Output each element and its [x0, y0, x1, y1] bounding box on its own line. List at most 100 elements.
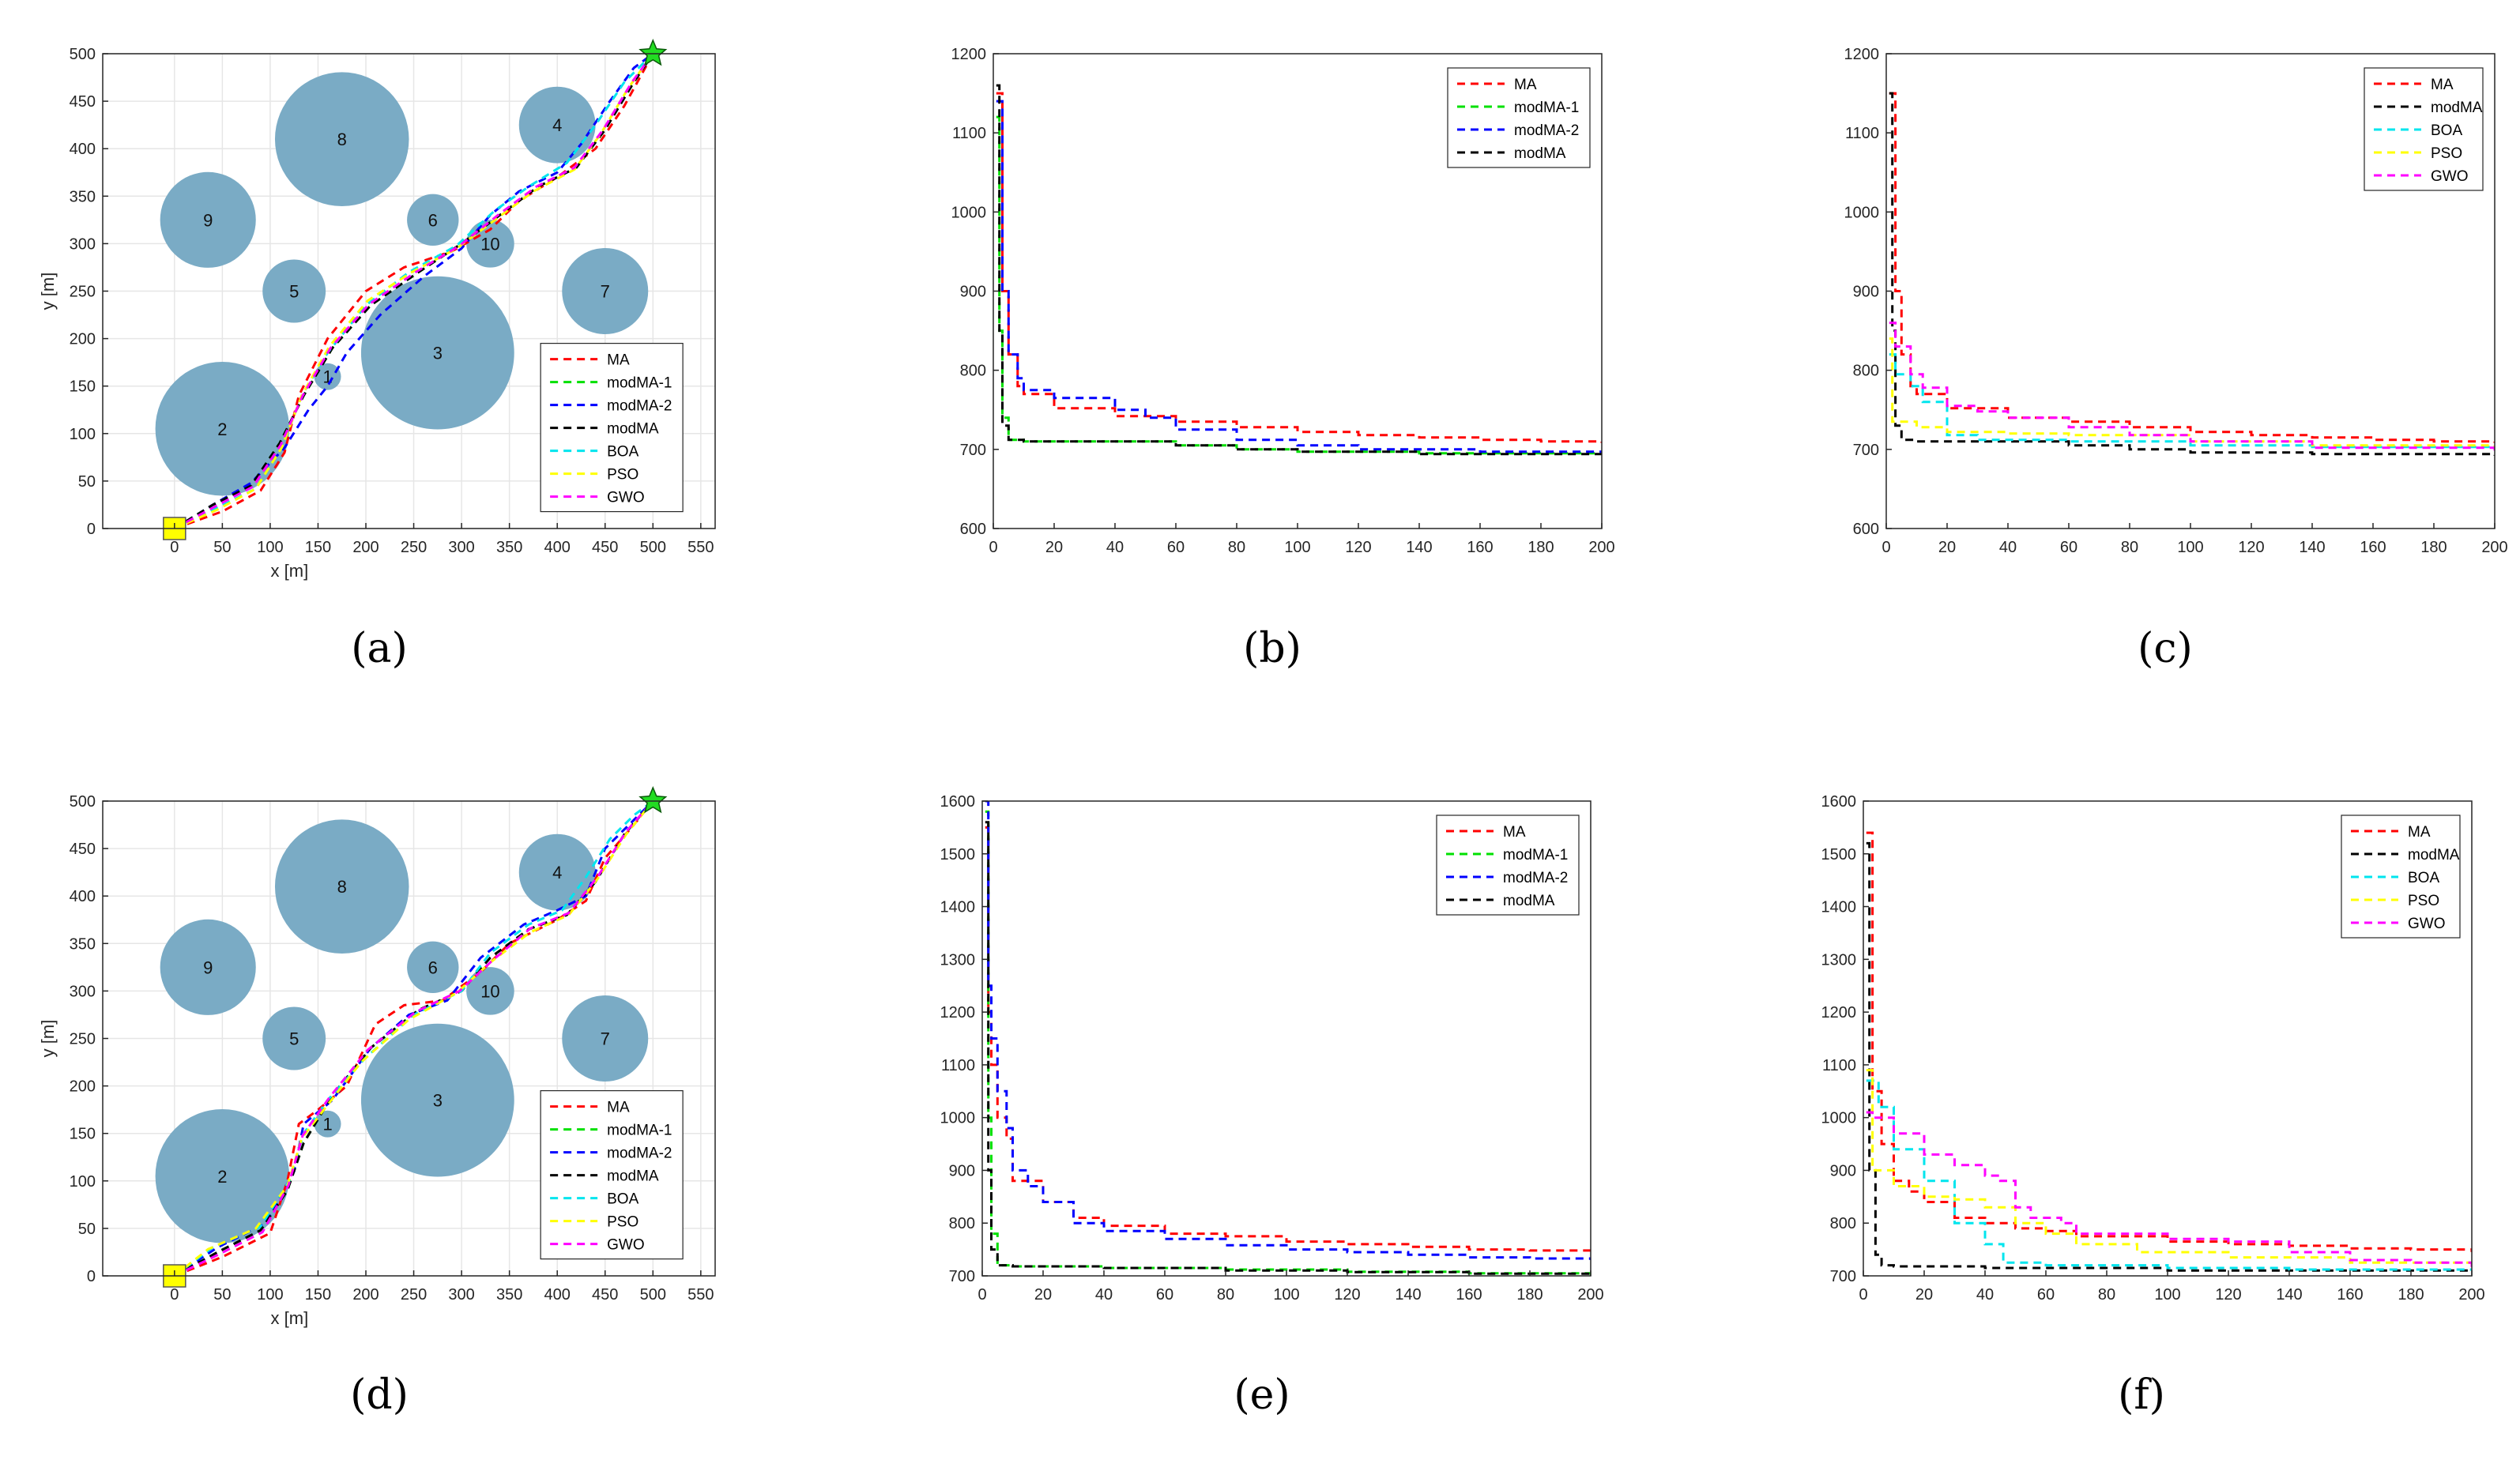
x-tick-label: 500 [640, 1286, 666, 1304]
x-tick-label: 200 [2481, 539, 2507, 556]
x-tick-label: 100 [257, 539, 283, 556]
series-modMA-1 [996, 115, 1602, 455]
legend: MA modMA BOA PSO GWO [2364, 67, 2484, 191]
legend-label: modMA-2 [607, 1146, 672, 1162]
y-tick-label: 150 [70, 1126, 96, 1143]
y-tick-label: 50 [78, 473, 96, 491]
x-tick-label: 0 [170, 1286, 179, 1304]
obstacle-circle [262, 1006, 326, 1070]
legend-label: PSO [607, 467, 638, 483]
obstacle-circle [407, 941, 459, 994]
obstacle-label: 6 [428, 210, 438, 230]
caption-e: (e) [1234, 1371, 1290, 1419]
x-tick-label: 100 [1284, 539, 1310, 556]
y-tick-label: 1100 [1822, 1057, 1856, 1074]
obstacle-label: 9 [203, 957, 213, 977]
x-tick-label: 550 [687, 1286, 714, 1304]
legend-label: modMA-1 [607, 1123, 672, 1139]
y-tick-label: 200 [70, 1078, 96, 1096]
obstacle-circle [407, 194, 459, 246]
x-tick-label: 100 [1273, 1286, 1299, 1304]
obstacle-label: 5 [289, 282, 299, 302]
legend-label: GWO [2431, 168, 2469, 185]
obstacle-label: 5 [289, 1029, 299, 1049]
x-tick-label: 180 [2398, 1286, 2424, 1304]
x-tick-label: 60 [1167, 539, 1185, 556]
legend-label: modMA [1514, 145, 1566, 162]
x-tick-label: 200 [352, 1286, 379, 1304]
legend-label: BOA [607, 444, 638, 461]
y-tick-label: 700 [960, 442, 986, 459]
path-PSO [173, 800, 654, 1277]
y-tick-label: 50 [78, 1221, 96, 1238]
x-tick-label: 20 [1034, 1286, 1052, 1304]
y-tick-label: 800 [1830, 1215, 1856, 1232]
obstacle-label: 10 [480, 981, 499, 1001]
x-tick-label: 200 [2458, 1286, 2484, 1304]
x-axis-label: x [m] [271, 1308, 309, 1328]
legend-label: MA [1503, 824, 1526, 841]
y-tick-label: 1600 [940, 793, 976, 811]
y-axis-label: y [m] [38, 273, 58, 310]
y-tick-label: 800 [949, 1215, 975, 1232]
series-modMA-2 [996, 100, 1602, 453]
x-tick-label: 150 [305, 1286, 331, 1304]
x-tick-label: 160 [1467, 539, 1493, 556]
legend-label: BOA [2431, 122, 2462, 139]
x-tick-label: 200 [352, 539, 379, 556]
obstacle-label: 3 [433, 344, 443, 363]
y-tick-label: 350 [70, 935, 96, 953]
x-tick-label: 250 [401, 539, 427, 556]
y-tick-label: 1100 [1845, 125, 1879, 142]
y-tick-label: 1000 [951, 204, 987, 221]
legend-label: PSO [607, 1214, 638, 1231]
chart-c: 0 20 40 60 80 100 120 140 160 180 200 600 700 800 900 1… [1844, 46, 2508, 672]
x-tick-label: 40 [1106, 539, 1124, 556]
caption-f: (f) [2118, 1371, 2165, 1419]
y-tick-label: 350 [70, 188, 96, 205]
legend: MA modMA-1 modMA-2 modMA BOA PSO GWO [540, 343, 684, 513]
x-tick-label: 20 [1915, 1286, 1933, 1304]
path-BOA [174, 52, 654, 530]
legend-box [2364, 67, 2484, 191]
x-tick-label: 0 [989, 539, 997, 556]
y-tick-label: 400 [70, 888, 96, 905]
y-tick-label: 1000 [1821, 1110, 1857, 1127]
obstacle-circle [466, 967, 514, 1015]
x-tick-label: 350 [496, 1286, 522, 1304]
obstacle-label: 7 [601, 1029, 610, 1049]
y-tick-label: 0 [87, 521, 96, 538]
y-tick-label: 1400 [1821, 899, 1857, 916]
x-tick-label: 20 [1938, 539, 1956, 556]
legend-label: GWO [2408, 916, 2446, 932]
x-tick-label: 50 [213, 539, 231, 556]
obstacle-label: 9 [203, 210, 213, 230]
x-tick-label: 140 [1395, 1286, 1421, 1304]
obstacle-circle [562, 248, 649, 334]
series-modMA-2 [985, 801, 1591, 1260]
y-tick-label: 1000 [1844, 204, 1880, 221]
legend-label: modMA-1 [607, 375, 672, 392]
y-tick-label: 900 [960, 284, 986, 301]
y-tick-label: 800 [960, 363, 986, 380]
y-tick-label: 1200 [951, 46, 987, 63]
series-modMA [996, 84, 1602, 456]
obstacle-circle [360, 1023, 514, 1177]
x-tick-label: 200 [1577, 1286, 1603, 1304]
obstacle-label: 7 [601, 282, 610, 302]
obstacle-circle [155, 1109, 290, 1243]
legend-label: modMA-1 [1514, 100, 1579, 116]
y-tick-label: 250 [70, 1031, 96, 1048]
obstacle-label: 10 [480, 234, 499, 254]
obstacle-circle [360, 276, 514, 430]
series-GWO [1866, 1111, 2472, 1268]
x-tick-label: 400 [544, 1286, 571, 1304]
x-tick-label: 140 [1406, 539, 1432, 556]
y-tick-label: 200 [70, 331, 96, 348]
x-tick-label: 40 [1976, 1286, 1994, 1304]
y-tick-label: 0 [87, 1268, 96, 1285]
y-tick-label: 1300 [940, 951, 976, 969]
obstacle-circle [155, 362, 290, 496]
y-tick-label: 1500 [940, 846, 976, 863]
